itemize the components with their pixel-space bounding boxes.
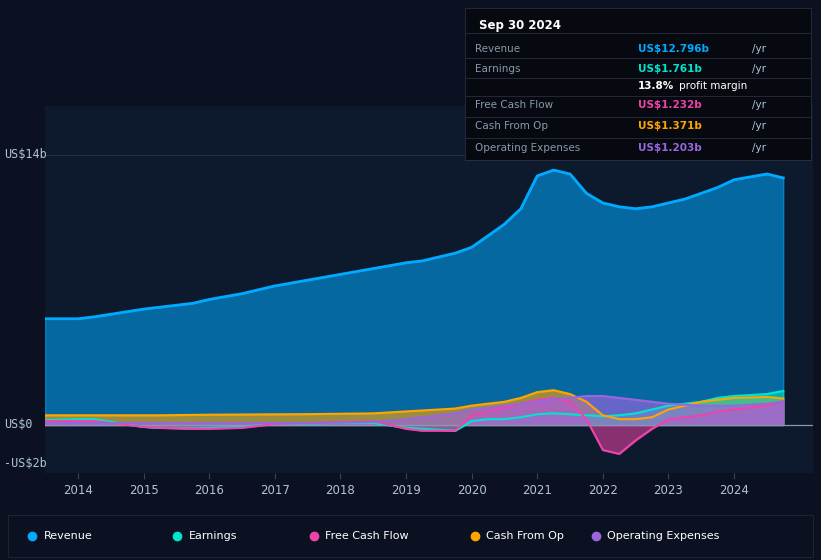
Text: US$14b: US$14b: [4, 148, 47, 161]
Text: US$12.796b: US$12.796b: [638, 44, 709, 54]
Text: Free Cash Flow: Free Cash Flow: [325, 531, 409, 541]
Text: Sep 30 2024: Sep 30 2024: [479, 19, 561, 32]
Text: /yr: /yr: [752, 142, 766, 152]
Text: profit margin: profit margin: [680, 81, 748, 91]
Text: /yr: /yr: [752, 64, 766, 74]
Text: Operating Expenses: Operating Expenses: [607, 531, 719, 541]
Text: US$1.761b: US$1.761b: [638, 64, 702, 74]
Text: /yr: /yr: [752, 44, 766, 54]
Text: 13.8%: 13.8%: [638, 81, 674, 91]
Text: US$1.232b: US$1.232b: [638, 100, 702, 110]
Text: Cash From Op: Cash From Op: [475, 122, 548, 132]
Text: US$1.371b: US$1.371b: [638, 122, 702, 132]
Text: US$1.203b: US$1.203b: [638, 142, 702, 152]
Text: /yr: /yr: [752, 100, 766, 110]
Text: US$0: US$0: [4, 418, 33, 431]
Text: Revenue: Revenue: [475, 44, 521, 54]
Text: Operating Expenses: Operating Expenses: [475, 142, 580, 152]
Text: -US$2b: -US$2b: [4, 457, 47, 470]
Text: /yr: /yr: [752, 122, 766, 132]
Text: Revenue: Revenue: [44, 531, 92, 541]
Text: Free Cash Flow: Free Cash Flow: [475, 100, 553, 110]
Text: Earnings: Earnings: [475, 64, 521, 74]
Text: Cash From Op: Cash From Op: [486, 531, 564, 541]
Text: Earnings: Earnings: [189, 531, 237, 541]
